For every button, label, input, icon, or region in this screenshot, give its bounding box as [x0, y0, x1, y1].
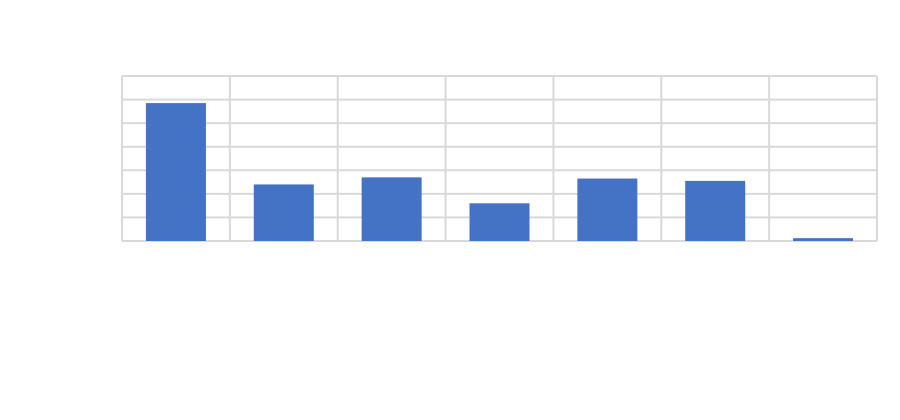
bar: [793, 238, 854, 241]
bar: [469, 203, 530, 241]
bar: [577, 178, 638, 241]
bar: [685, 180, 746, 241]
bar: [361, 177, 422, 241]
bar: [145, 103, 206, 241]
bars: [145, 103, 854, 241]
grid: [121, 75, 878, 242]
bar: [253, 184, 314, 241]
